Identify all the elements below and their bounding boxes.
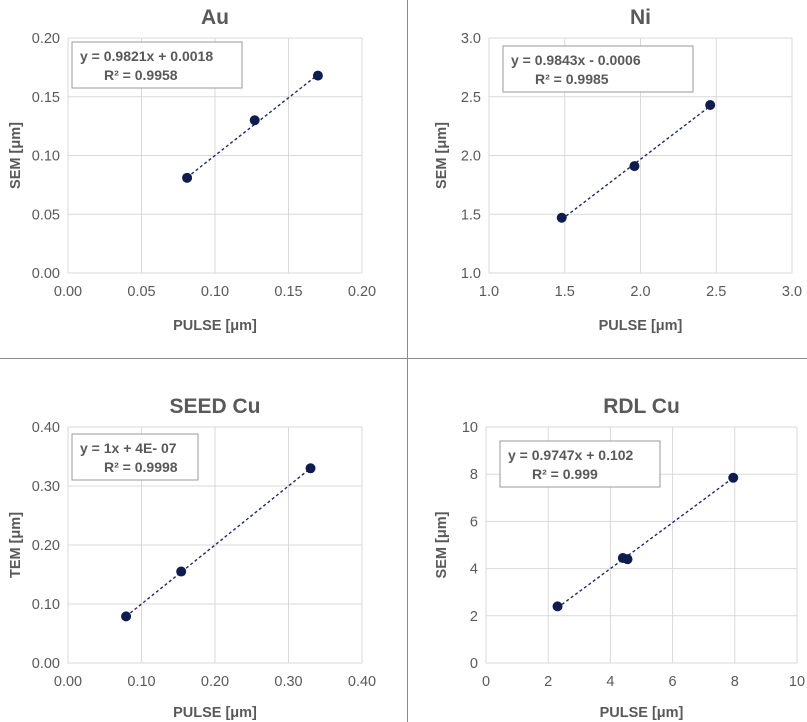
data-point <box>705 99 716 110</box>
y-tick-label: 0.00 <box>32 656 60 672</box>
r-squared-label: R² = 0.9998 <box>104 459 178 475</box>
y-tick-label: 0.20 <box>32 538 60 554</box>
chart-panel-2: 1.0 1.5 2.0 2.5 3.0 1.0 1.5 2.0 2.5 3.0 Ni PULSE [μ… <box>434 6 802 334</box>
equation-box <box>502 45 694 93</box>
y-tick-label: 1.5 <box>461 207 481 223</box>
chart-panel-4: 0 2 4 6 8 10 0 2 4 6 8 10 RDL Cu PULSE [μm] SEM [μm] y … <box>434 395 805 721</box>
chart-title: Au <box>201 6 229 29</box>
y-tick-label: 0 <box>470 656 478 672</box>
chart-title: RDL Cu <box>603 395 680 418</box>
trendline <box>125 467 311 617</box>
equation-box <box>71 41 243 89</box>
y-tick-label: 0.15 <box>32 90 60 106</box>
x-tick-label: 1.0 <box>479 284 499 300</box>
chart-title: SEED Cu <box>169 395 260 418</box>
data-point <box>182 172 193 183</box>
data-point <box>552 601 563 612</box>
y-tick-label: 6 <box>470 514 478 530</box>
x-axis-label: PULSE [μm] <box>173 705 257 721</box>
x-tick-label: 0.00 <box>54 284 82 300</box>
r-squared-label: R² = 0.999 <box>532 466 598 482</box>
x-tick-label: 0.15 <box>274 284 302 300</box>
x-axis-label: PULSE [μm] <box>173 318 257 334</box>
data-point <box>556 212 567 223</box>
data-point <box>728 472 739 483</box>
y-axis-label: SEM [μm] <box>434 511 450 578</box>
x-tick-label: 0.00 <box>54 674 82 690</box>
y-tick-label: 0.20 <box>32 31 60 47</box>
x-tick-label: 0.30 <box>274 674 302 690</box>
x-tick-label: 10 <box>789 674 805 690</box>
data-point <box>121 611 132 622</box>
equation-label: y = 0.9747x + 0.102 <box>508 447 634 463</box>
x-tick-label: 3.0 <box>782 284 802 300</box>
trendline <box>186 74 319 178</box>
equation-box <box>499 440 661 488</box>
y-tick-label: 8 <box>470 467 478 483</box>
chart-panel-1: 0.00 0.05 0.10 0.15 0.20 0.00 0.05 0.10 0.15 0.20… <box>8 6 376 334</box>
x-tick-label: 4 <box>606 674 614 690</box>
x-tick-label: 2.0 <box>630 284 650 300</box>
equation-label: y = 0.9821x + 0.0018 <box>80 48 213 64</box>
trendline <box>557 477 734 609</box>
x-tick-label: 6 <box>669 674 677 690</box>
x-tick-label: 0.10 <box>201 284 229 300</box>
data-point <box>249 115 260 126</box>
y-tick-label: 4 <box>470 562 478 578</box>
chart-title: Ni <box>630 6 651 29</box>
y-tick-label: 0.05 <box>32 207 60 223</box>
equation-box <box>71 433 199 481</box>
r-squared-label: R² = 0.9958 <box>104 67 178 83</box>
chart-panel-3: 0.00 0.10 0.20 0.30 0.40 0.00 0.10 0.20 0.30 0.40… <box>8 395 376 721</box>
y-tick-label: 2.0 <box>461 149 481 165</box>
y-tick-label: 0.10 <box>32 597 60 613</box>
x-tick-label: 2 <box>544 674 552 690</box>
y-axis-label: TEM [μm] <box>8 512 24 578</box>
x-axis-label: PULSE [μm] <box>599 318 683 334</box>
x-tick-label: 0.05 <box>127 284 155 300</box>
x-tick-label: 1.5 <box>555 284 575 300</box>
panel-divider-horizontal <box>0 358 807 359</box>
x-tick-label: 8 <box>731 674 739 690</box>
x-tick-label: 2.5 <box>706 284 726 300</box>
panel-divider-vertical <box>407 0 408 722</box>
x-tick-label: 0.20 <box>201 674 229 690</box>
data-point <box>176 566 187 577</box>
data-point <box>312 70 323 81</box>
trendline <box>561 105 711 220</box>
x-tick-label: 0.40 <box>348 674 376 690</box>
x-axis-label: PULSE [μm] <box>600 705 684 721</box>
equation-label: y = 0.9843x - 0.0006 <box>511 52 641 68</box>
y-tick-label: 10 <box>462 420 478 436</box>
y-tick-label: 0.00 <box>32 266 60 282</box>
y-tick-label: 2 <box>470 609 478 625</box>
y-axis-label: SEM [μm] <box>434 122 450 189</box>
data-point <box>622 554 633 565</box>
y-tick-label: 1.0 <box>461 266 481 282</box>
x-tick-label: 0 <box>482 674 490 690</box>
y-axis-label: SEM [μm] <box>8 122 24 189</box>
equation-label: y = 1x + 4E- 07 <box>80 440 177 456</box>
y-tick-label: 0.10 <box>32 149 60 165</box>
x-tick-label: 0.20 <box>348 284 376 300</box>
y-tick-label: 0.40 <box>32 420 60 436</box>
data-point <box>305 463 316 474</box>
y-tick-label: 2.5 <box>461 90 481 106</box>
data-point <box>629 161 640 172</box>
x-tick-label: 0.10 <box>127 674 155 690</box>
r-squared-label: R² = 0.9985 <box>535 71 609 87</box>
y-tick-label: 0.30 <box>32 479 60 495</box>
y-tick-label: 3.0 <box>461 31 481 47</box>
